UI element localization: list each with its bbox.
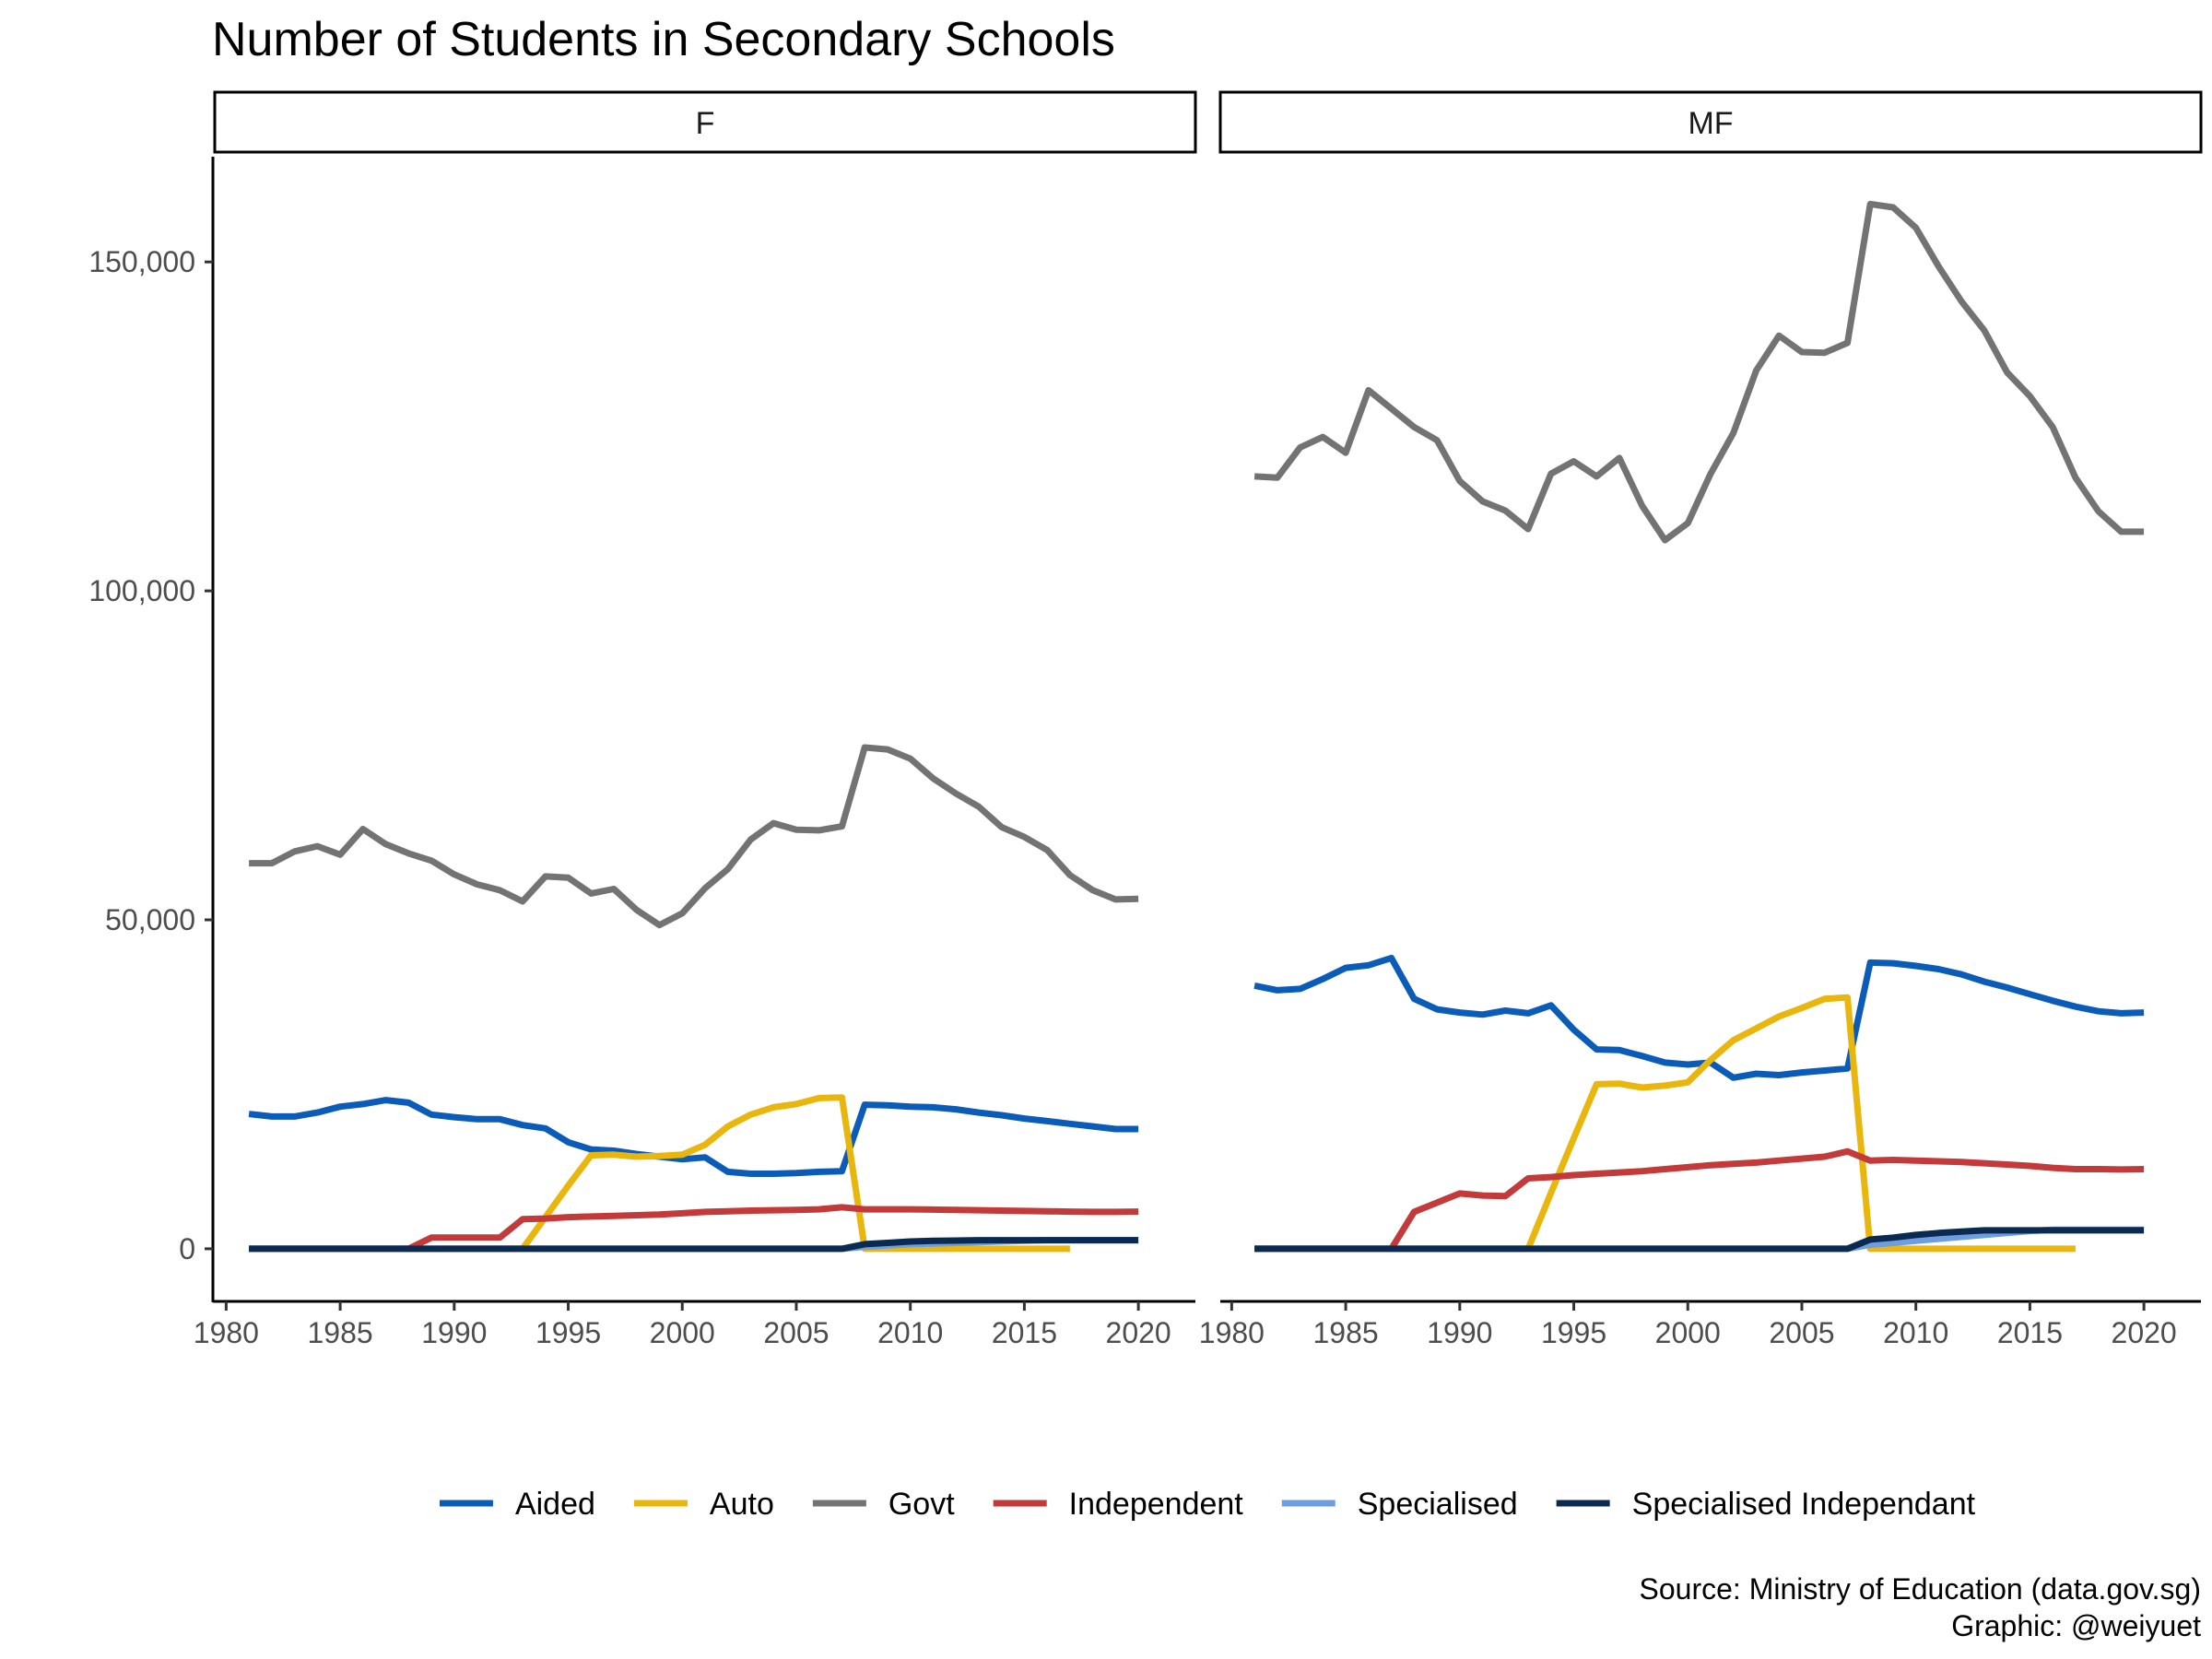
x-tick-label: 2000 [1655,1316,1721,1349]
x-tick-label: 1990 [421,1316,487,1349]
series-line-govt-f [249,744,1139,929]
x-tick-label: 1990 [1427,1316,1492,1349]
x-tick-label: 1995 [535,1316,601,1349]
panel-mf: MF 1980 1985 1990 1995 2000 2005 2010 2015 2020 [1199,90,2203,1349]
legend-label-independent: Independent [1069,1487,1244,1522]
x-tick-label: 2015 [992,1316,1057,1349]
y-tick-label: 50,000 [105,903,195,936]
legend-label-govt: Govt [888,1487,955,1522]
series-line-auto-mf [1254,994,2076,1253]
chart-title: Number of Students in Secondary Schools [212,13,1115,66]
series-line-specialised-independant-mf [1254,1227,2145,1253]
legend-label-specialised: Specialised [1358,1487,1518,1522]
x-tick-label: 1995 [1541,1316,1606,1349]
series-line-specialised-independant-f [249,1237,1139,1253]
x-tick-label: 2005 [1769,1316,1834,1349]
x-tick-label: 2010 [1883,1316,1948,1349]
strip-mf [1218,90,2203,154]
x-tick-label: 2005 [763,1316,829,1349]
y-tick-label: 100,000 [88,574,195,607]
series-line-auto-f [249,1094,1070,1253]
series-line-independent-mf [1254,1147,2145,1253]
x-tick-label: 2020 [1106,1316,1171,1349]
x-tick-label: 2015 [1997,1316,2063,1349]
strip-label-f: F [696,106,715,141]
x-tick-label: 2000 [650,1316,715,1349]
series-line-govt-mf [1253,200,2145,544]
x-tick-label: 1980 [1199,1316,1265,1349]
series-line-aided-f [248,1097,1139,1177]
y-tick-label: 150,000 [88,245,195,278]
series-line-independent-f [249,1204,1139,1253]
series-line-aided-mf [1253,954,2145,1081]
x-tick-label: 1980 [194,1316,259,1349]
panel-f: F 0 50,000 100,000 150,000 1980 1985 1990 1995… [88,90,1197,1349]
strip-label-mf: MF [1688,106,1733,141]
x-tick-label: 2020 [2112,1316,2177,1349]
legend-label-auto: Auto [710,1487,774,1522]
caption-source: Source: Ministry of Education (data.gov.… [1640,1572,2201,1606]
x-tick-label: 2010 [877,1316,943,1349]
caption-graphic: Graphic: @weiyuet [1951,1609,2201,1642]
x-tick-label: 1985 [1312,1316,1378,1349]
legend-label-aided: Aided [515,1487,595,1522]
legend: Aided Auto Govt Independent Specialised Speci… [439,1487,1976,1522]
x-tick-label: 1985 [307,1316,372,1349]
y-tick-label: 0 [179,1232,195,1265]
strip-f [213,90,1197,154]
legend-label-specialised-independant: Specialised Independant [1632,1487,1976,1522]
